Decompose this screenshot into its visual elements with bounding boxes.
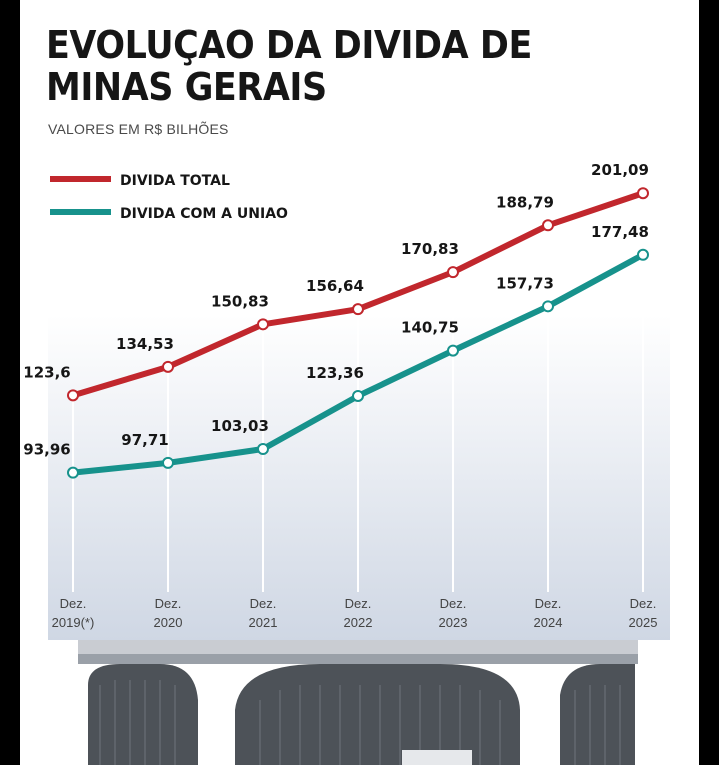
data-label: 123,6 (23, 363, 70, 381)
x-tick-year: 2022 (344, 615, 373, 630)
data-label: 150,83 (211, 292, 269, 310)
data-label: 170,83 (401, 240, 459, 258)
series-group: 123,6 134,53 150,83 156,64 170,83 188,79 201,0… (23, 161, 649, 479)
data-label: 97,71 (121, 431, 168, 449)
data-point (447, 344, 459, 357)
infographic-card: EVOLUÇAO DA DIVIDA DE MINAS GERAIS VALOR… (20, 0, 699, 765)
data-label: 123,36 (306, 364, 364, 382)
data-point (162, 360, 174, 373)
title-line-1: EVOLUÇAO DA DIVIDA DE (46, 23, 532, 67)
data-point (257, 318, 269, 331)
x-tick-year: 2025 (629, 615, 658, 630)
data-label: 134,53 (116, 335, 174, 353)
data-point (257, 443, 269, 456)
x-tick-label: Dez. (250, 596, 277, 611)
building-photo (20, 640, 699, 765)
x-tick-year: 2024 (534, 615, 563, 630)
x-tick-label: Dez. (440, 596, 467, 611)
chart-title: EVOLUÇAO DA DIVIDA DE MINAS GERAIS (46, 24, 532, 108)
x-tick-year: 2019(*) (52, 615, 95, 630)
title-line-2: MINAS GERAIS (46, 65, 327, 109)
data-point (352, 303, 364, 316)
x-tick-year: 2023 (439, 615, 468, 630)
x-tick-label: Dez. (535, 596, 562, 611)
x-tick-label: Dez. (60, 596, 87, 611)
x-tick-label: Dez. (345, 596, 372, 611)
legend-label-0: DIVIDA TOTAL (120, 173, 230, 189)
data-point (352, 389, 364, 402)
data-label: 103,03 (211, 417, 269, 435)
data-label: 140,75 (401, 319, 459, 337)
data-point (447, 266, 459, 279)
line-chart: DIVIDA TOTAL DIVIDA COM A UNIAO 123,6 134,… (23, 140, 670, 640)
data-label: 156,64 (306, 277, 364, 295)
data-label: 201,09 (591, 161, 649, 179)
legend-label-1: DIVIDA COM A UNIAO (120, 206, 288, 222)
data-point (542, 219, 554, 232)
data-point (67, 389, 79, 402)
data-label: 157,73 (496, 274, 554, 292)
x-tick-year: 2021 (249, 615, 278, 630)
data-point (162, 456, 174, 469)
data-point (542, 300, 554, 313)
data-label: 93,96 (23, 441, 70, 459)
x-tick-label: Dez. (155, 596, 182, 611)
data-label: 177,48 (591, 223, 649, 241)
data-point (637, 187, 649, 200)
legend: DIVIDA TOTAL DIVIDA COM A UNIAO (50, 173, 288, 222)
data-point (637, 248, 649, 261)
chart-subtitle: VALORES EM R$ BILHÕES (48, 121, 229, 137)
x-tick-year: 2020 (154, 615, 183, 630)
x-tick-label: Dez. (630, 596, 657, 611)
data-point (67, 466, 79, 479)
data-label: 188,79 (496, 193, 554, 211)
x-axis-ticks: Dez. 2019(*) Dez. 2020 Dez. 2021 Dez. 2022 Dez. 2… (52, 596, 658, 630)
vertical-guides (72, 193, 644, 592)
